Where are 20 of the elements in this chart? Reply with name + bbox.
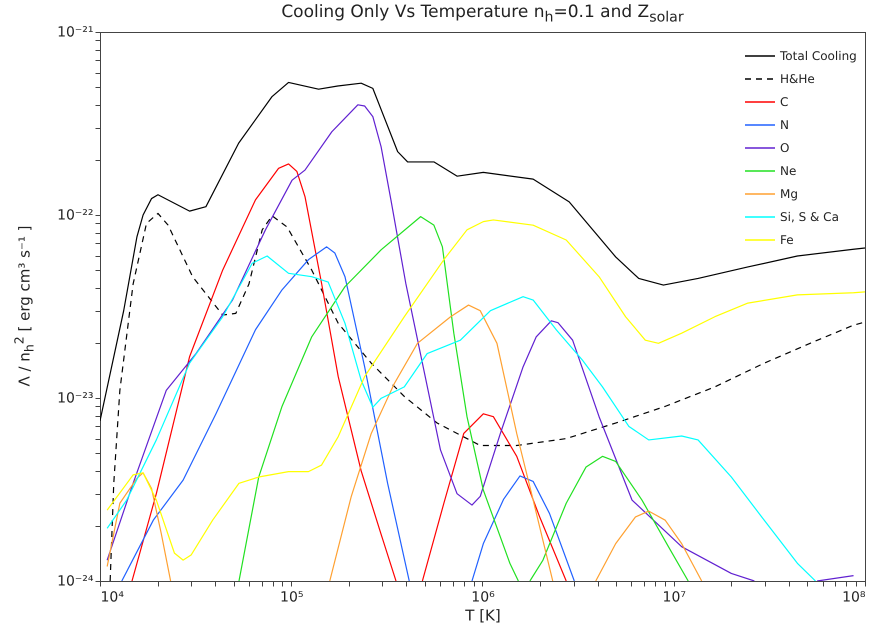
legend-label: Si, S & Ca xyxy=(780,210,839,224)
x-tick-label: 10⁵ xyxy=(280,590,304,606)
chart-title: Cooling Only Vs Temperature n$_{h}$=0.1 and Z$_{solar}$ xyxy=(280,2,685,26)
x-tick-label: 10⁷ xyxy=(662,590,686,606)
y-tick-label: 10⁻²² xyxy=(57,208,94,224)
legend-label: C xyxy=(780,95,788,109)
y-tick-label: 10⁻²¹ xyxy=(57,24,94,40)
legend-label: Ne xyxy=(780,164,796,178)
x-tick-label: 10⁸ xyxy=(842,590,866,606)
x-tick-label: 10⁶ xyxy=(471,590,496,606)
legend-label: Mg xyxy=(780,187,798,201)
x-axis-title: T [K] xyxy=(464,606,501,624)
legend-label: H&He xyxy=(780,72,815,86)
x-tick-label: 10⁴ xyxy=(100,590,124,606)
y-tick-label: 10⁻²⁴ xyxy=(57,574,94,590)
legend-label: N xyxy=(780,118,789,132)
legend-label: Fe xyxy=(780,233,794,247)
legend-label: Total Cooling xyxy=(779,49,857,63)
legend-label: O xyxy=(780,141,790,155)
y-tick-label: 10⁻²³ xyxy=(57,390,94,406)
